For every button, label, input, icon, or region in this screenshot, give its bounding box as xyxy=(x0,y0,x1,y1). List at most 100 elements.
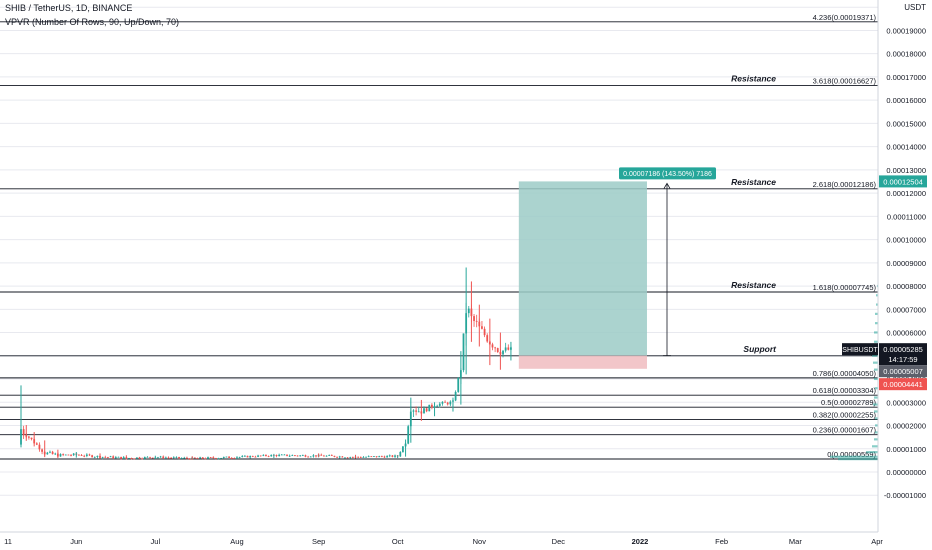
candle-body xyxy=(175,456,178,458)
candle-body xyxy=(388,455,391,457)
candle-body xyxy=(333,455,336,457)
candle-body xyxy=(275,455,278,457)
candle-body xyxy=(441,401,444,404)
candle-body xyxy=(315,455,317,457)
price-tick-label: 0.00000000 xyxy=(886,468,926,477)
candle-body xyxy=(475,320,478,322)
candles xyxy=(20,267,512,460)
symbol-title[interactable]: SHIB / TetherUS, 1D, BINANCE xyxy=(5,3,133,13)
candle-body xyxy=(346,457,349,459)
candle-body xyxy=(180,458,183,459)
volume-profile-bar xyxy=(875,417,878,420)
fib-level-label: 3.618(0.00016627) xyxy=(813,77,877,86)
fib-level-label: 0.618(0.00003304) xyxy=(813,386,877,395)
candle-body xyxy=(446,402,449,405)
fib-level-label: 1.618(0.00007745) xyxy=(813,283,877,292)
profit-zone[interactable] xyxy=(518,181,647,356)
candle-body xyxy=(109,456,112,458)
time-tick-label: Dec xyxy=(552,537,566,546)
candle-body xyxy=(88,454,91,456)
annotation-label: Resistance xyxy=(731,280,776,290)
time-axis[interactable]: 11 Jun Jul Aug Sep Oct Nov Dec 2022 Feb Mar Apr xyxy=(0,531,883,546)
volume-profile-bar xyxy=(872,445,878,448)
time-tick-label: 2022 xyxy=(632,537,649,546)
candle-body xyxy=(336,456,338,458)
fib-level-label: 0(0.00000559) xyxy=(827,450,876,459)
candle-body xyxy=(130,457,133,459)
entry-price-label: 0.00005007 xyxy=(883,367,923,376)
candle-body xyxy=(104,456,107,458)
candle-body xyxy=(462,333,465,371)
candle-body xyxy=(301,455,304,457)
candle-body xyxy=(212,457,215,459)
candle-body xyxy=(170,457,173,459)
candle-body xyxy=(357,456,360,458)
candle-body xyxy=(70,455,72,456)
candle-body xyxy=(22,429,25,436)
candle-body xyxy=(114,457,117,459)
candle-body xyxy=(375,456,378,458)
candle-body xyxy=(138,457,141,459)
candle-body xyxy=(59,454,62,457)
volume-profile-bar xyxy=(838,458,878,461)
candle-body xyxy=(351,457,354,458)
candle-body xyxy=(402,446,404,453)
volume-profile-bar xyxy=(876,303,878,306)
fib-level-label: 0.236(0.00001607) xyxy=(813,426,877,435)
price-tick-label: 0.00015000 xyxy=(886,119,926,128)
stop-price-box xyxy=(879,378,927,391)
annotation-label: Support xyxy=(743,344,777,354)
price-tick-label: 0.00018000 xyxy=(886,50,926,59)
indicator-legend[interactable]: VPVR (Number Of Rows, 90, Up/Down, 70) xyxy=(5,17,180,27)
candle-body xyxy=(502,350,504,355)
candle-body xyxy=(35,443,38,445)
entry-price-box xyxy=(879,365,927,378)
candle-body xyxy=(467,308,470,314)
candle-body xyxy=(328,455,331,457)
candle-body xyxy=(93,456,96,458)
candle-body xyxy=(280,454,283,456)
last-price-box xyxy=(879,343,927,366)
candle-body xyxy=(85,454,88,456)
candle-body xyxy=(431,404,433,408)
time-tick-label: Oct xyxy=(392,537,405,546)
volume-profile-bar xyxy=(875,387,878,390)
price-tick-label: 0.00016000 xyxy=(886,96,926,105)
price-tick-label: 0.00007000 xyxy=(886,305,926,314)
loss-zone[interactable] xyxy=(518,355,647,369)
candle-body xyxy=(38,444,41,450)
countdown-label: 14:17:59 xyxy=(888,355,917,364)
candle-body xyxy=(186,457,188,459)
volume-profile-bar xyxy=(874,377,878,381)
candle-body xyxy=(149,456,151,458)
candle-body xyxy=(49,451,51,453)
long-position-tool[interactable]: 0.00007186 (143.50%) 7186 xyxy=(518,167,716,369)
candle-body xyxy=(417,411,420,413)
candle-body xyxy=(449,401,452,405)
time-tick-label: Sep xyxy=(312,537,325,546)
candle-body xyxy=(188,458,191,460)
candle-body xyxy=(193,457,196,459)
candle-body xyxy=(217,458,220,460)
candle-body xyxy=(399,452,402,457)
grid xyxy=(0,6,878,496)
candle-body xyxy=(196,458,199,459)
price-tick-label: 0.00017000 xyxy=(886,73,926,82)
candle-body xyxy=(338,456,341,458)
candle-body xyxy=(425,408,428,412)
position-label-box xyxy=(619,167,716,180)
fib-level-label: 2.618(0.00012186) xyxy=(813,180,877,189)
candle-body xyxy=(394,455,396,457)
candle-body xyxy=(359,457,362,458)
price-axis[interactable]: 0.00019000 0.00018000 0.00017000 0.00016000… xyxy=(877,0,926,532)
candle-body xyxy=(278,454,281,457)
candle-body xyxy=(330,455,333,457)
fib-level-label: 0.786(0.00004050) xyxy=(813,369,877,378)
last-price-label: 0.00005285 xyxy=(883,345,923,354)
candle-body xyxy=(41,449,43,452)
candle-body xyxy=(378,456,381,458)
volume-profile-bar xyxy=(873,403,878,406)
candle-body xyxy=(83,455,86,457)
candle-body xyxy=(112,456,115,459)
